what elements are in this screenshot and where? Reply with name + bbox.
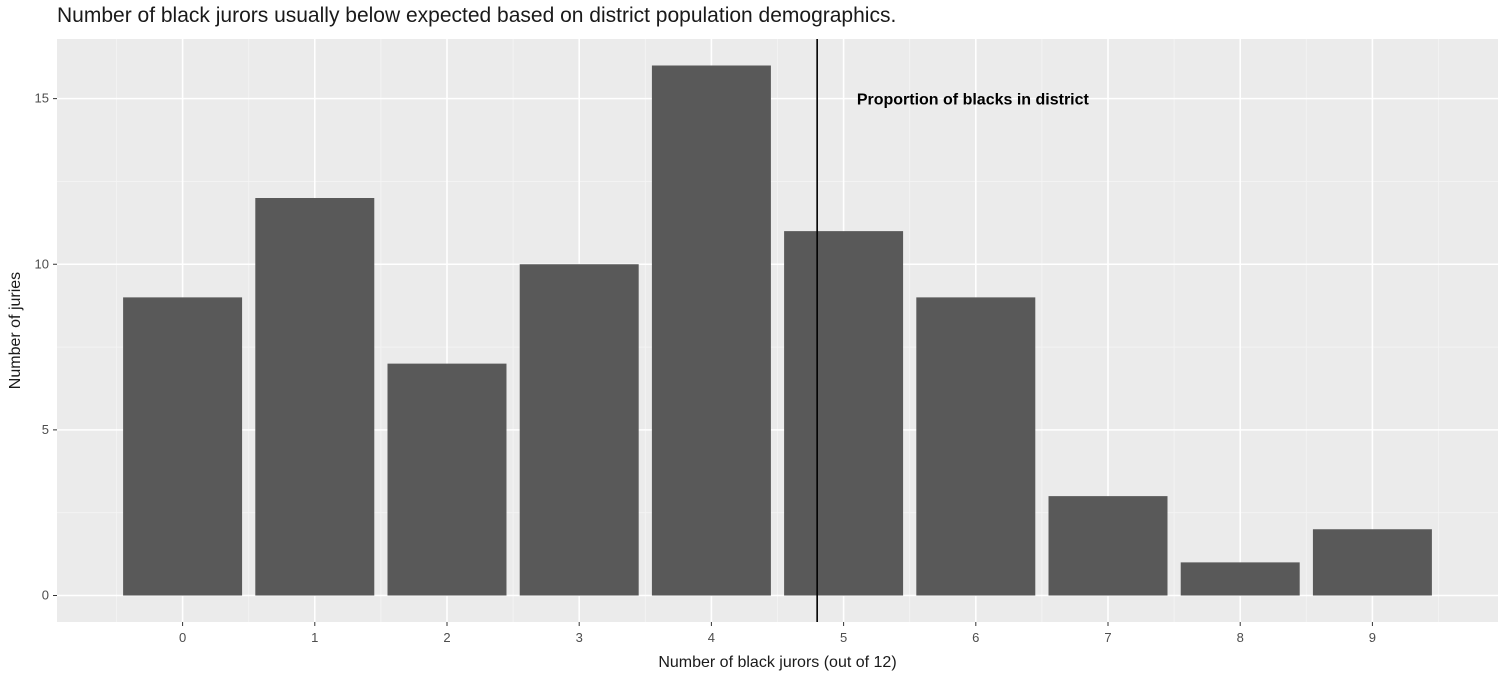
bar-1 [255, 198, 375, 596]
y-tick-label: 15 [35, 91, 49, 106]
bar-7 [1048, 496, 1168, 596]
y-axis-title: Number of juries [7, 272, 24, 389]
bar-0 [123, 297, 243, 596]
x-tick-label: 3 [576, 630, 583, 645]
x-tick-label: 8 [1237, 630, 1244, 645]
bars [123, 65, 1432, 596]
bar-2 [387, 363, 507, 596]
x-tick-label: 0 [179, 630, 186, 645]
x-axis-title: Number of black jurors (out of 12) [658, 654, 896, 671]
bar-3 [519, 264, 639, 596]
x-axis-ticks: 0 1 2 3 4 5 6 7 8 9 [179, 622, 1376, 645]
bar-6 [916, 297, 1036, 596]
y-tick-label: 10 [35, 256, 49, 271]
y-tick-label: 0 [42, 588, 49, 603]
y-tick-label: 5 [42, 422, 49, 437]
y-axis-ticks: 0 5 10 15 [35, 91, 57, 603]
minor-gridlines [57, 39, 1498, 622]
x-tick-label: 6 [972, 630, 979, 645]
bar-5 [784, 231, 904, 596]
x-tick-label: 7 [1104, 630, 1111, 645]
x-tick-label: 2 [443, 630, 450, 645]
x-tick-label: 9 [1369, 630, 1376, 645]
chart-title: Number of black jurors usually below exp… [57, 4, 897, 27]
bar-4 [651, 65, 771, 596]
x-tick-label: 4 [708, 630, 715, 645]
district-proportion-annotation: Proportion of blacks in district [857, 92, 1090, 109]
x-tick-label: 5 [840, 630, 847, 645]
bar-9 [1312, 529, 1432, 596]
x-tick-label: 1 [311, 630, 318, 645]
bar-8 [1180, 562, 1300, 596]
